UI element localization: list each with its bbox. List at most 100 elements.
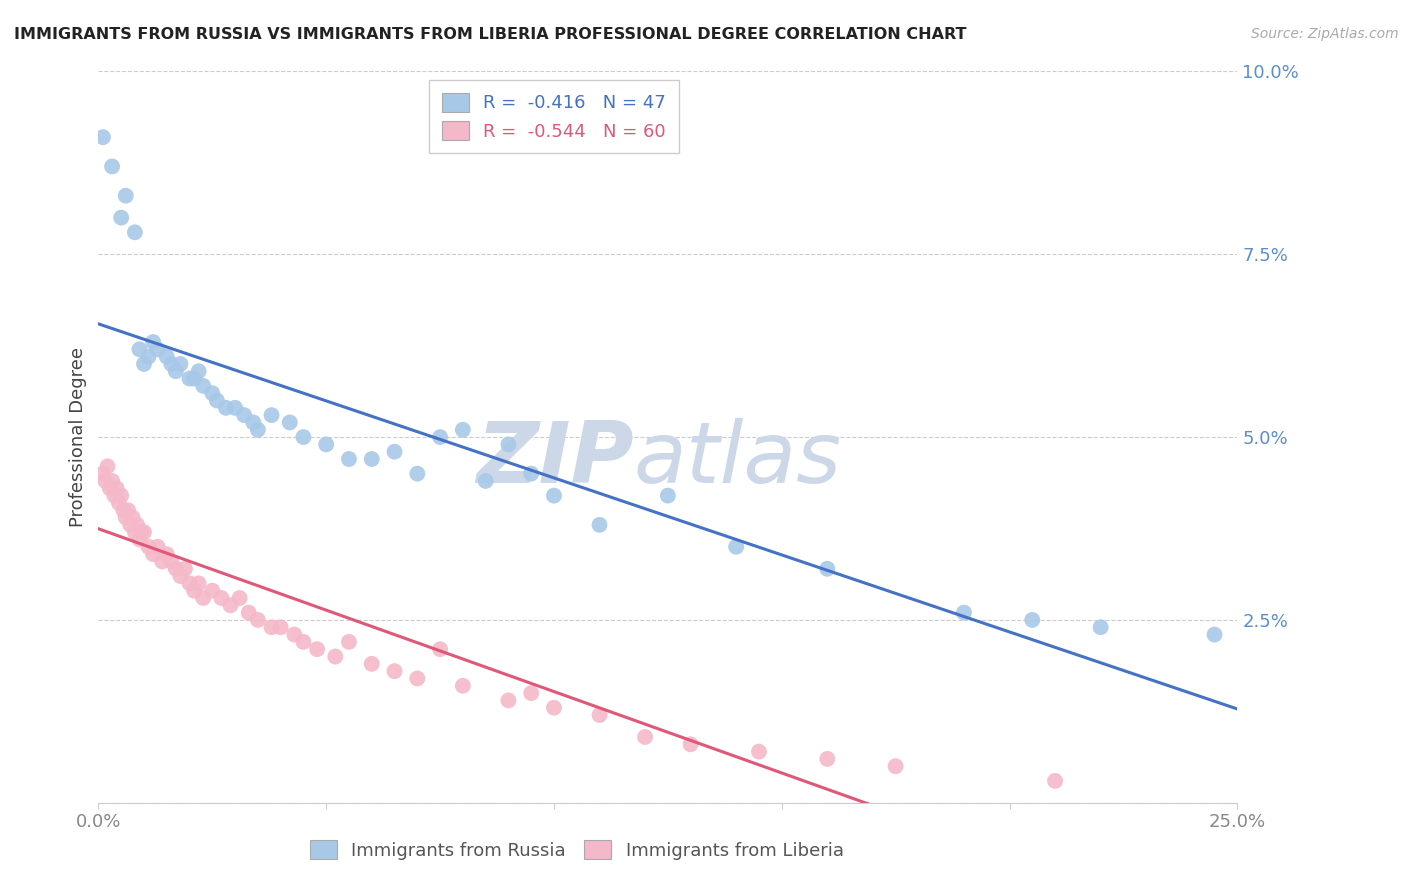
Text: ZIP: ZIP [477, 417, 634, 500]
Point [498, 437, 520, 451]
Point [150, 554, 173, 568]
Point [160, 357, 183, 371]
Point [543, 489, 565, 503]
Point [1090, 620, 1112, 634]
Point [132, 525, 155, 540]
Point [1043, 773, 1066, 788]
Point [588, 708, 610, 723]
Point [219, 599, 242, 613]
Point [146, 540, 169, 554]
Point [124, 225, 146, 239]
Point [679, 737, 702, 751]
Text: atlas: atlas [634, 417, 842, 500]
Point [128, 533, 150, 547]
Point [193, 591, 215, 605]
Point [96, 459, 118, 474]
Point [307, 642, 329, 657]
Point [815, 562, 838, 576]
Point [120, 517, 142, 532]
Point [121, 510, 143, 524]
Point [238, 606, 260, 620]
Point [1204, 627, 1226, 641]
Point [429, 430, 451, 444]
Point [224, 401, 246, 415]
Point [101, 160, 124, 174]
Point [131, 525, 153, 540]
Point [112, 503, 135, 517]
Point [94, 474, 117, 488]
Legend: Immigrants from Russia, Immigrants from Liberia: Immigrants from Russia, Immigrants from … [302, 833, 851, 867]
Point [101, 474, 124, 488]
Point [114, 188, 136, 202]
Point [429, 642, 451, 657]
Point [278, 416, 301, 430]
Point [233, 408, 256, 422]
Text: Source: ZipAtlas.com: Source: ZipAtlas.com [1251, 27, 1399, 41]
Point [748, 745, 770, 759]
Point [187, 364, 209, 378]
Point [205, 393, 228, 408]
Point [138, 350, 160, 364]
Point [209, 591, 232, 605]
Point [657, 489, 679, 503]
Point [634, 730, 657, 744]
Point [146, 343, 169, 357]
Text: IMMIGRANTS FROM RUSSIA VS IMMIGRANTS FROM LIBERIA PROFESSIONAL DEGREE CORRELATIO: IMMIGRANTS FROM RUSSIA VS IMMIGRANTS FRO… [14, 27, 966, 42]
Point [953, 606, 976, 620]
Point [128, 343, 150, 357]
Point [884, 759, 907, 773]
Point [451, 423, 474, 437]
Point [246, 613, 269, 627]
Point [91, 467, 114, 481]
Point [283, 627, 305, 641]
Point [215, 401, 238, 415]
Point [384, 444, 406, 458]
Point [142, 547, 165, 561]
Point [384, 664, 406, 678]
Point [337, 452, 360, 467]
Point [270, 620, 292, 634]
Point [337, 635, 360, 649]
Point [315, 437, 337, 451]
Point [183, 371, 205, 385]
Point [91, 130, 114, 145]
Point [406, 672, 429, 686]
Point [228, 591, 250, 605]
Point [543, 700, 565, 714]
Point [588, 517, 610, 532]
Point [127, 517, 149, 532]
Point [108, 496, 131, 510]
Point [260, 408, 283, 422]
Point [165, 364, 187, 378]
Point [105, 481, 128, 495]
Point [179, 371, 201, 385]
Point [138, 540, 160, 554]
Point [201, 583, 224, 598]
Point [260, 620, 283, 634]
Point [520, 467, 543, 481]
Point [156, 350, 179, 364]
Point [725, 540, 748, 554]
Point [98, 481, 121, 495]
Point [187, 576, 209, 591]
Point [323, 649, 346, 664]
Point [474, 474, 496, 488]
Point [142, 334, 165, 349]
Point [165, 562, 187, 576]
Point [183, 583, 205, 598]
Point [110, 489, 132, 503]
Point [360, 452, 382, 467]
Point [103, 489, 125, 503]
Point [246, 423, 269, 437]
Point [124, 525, 146, 540]
Point [117, 503, 139, 517]
Point [292, 635, 315, 649]
Point [201, 386, 224, 401]
Point [360, 657, 382, 671]
Point [406, 467, 429, 481]
Point [132, 357, 155, 371]
Point [160, 554, 183, 568]
Point [156, 547, 179, 561]
Point [242, 416, 264, 430]
Point [1021, 613, 1043, 627]
